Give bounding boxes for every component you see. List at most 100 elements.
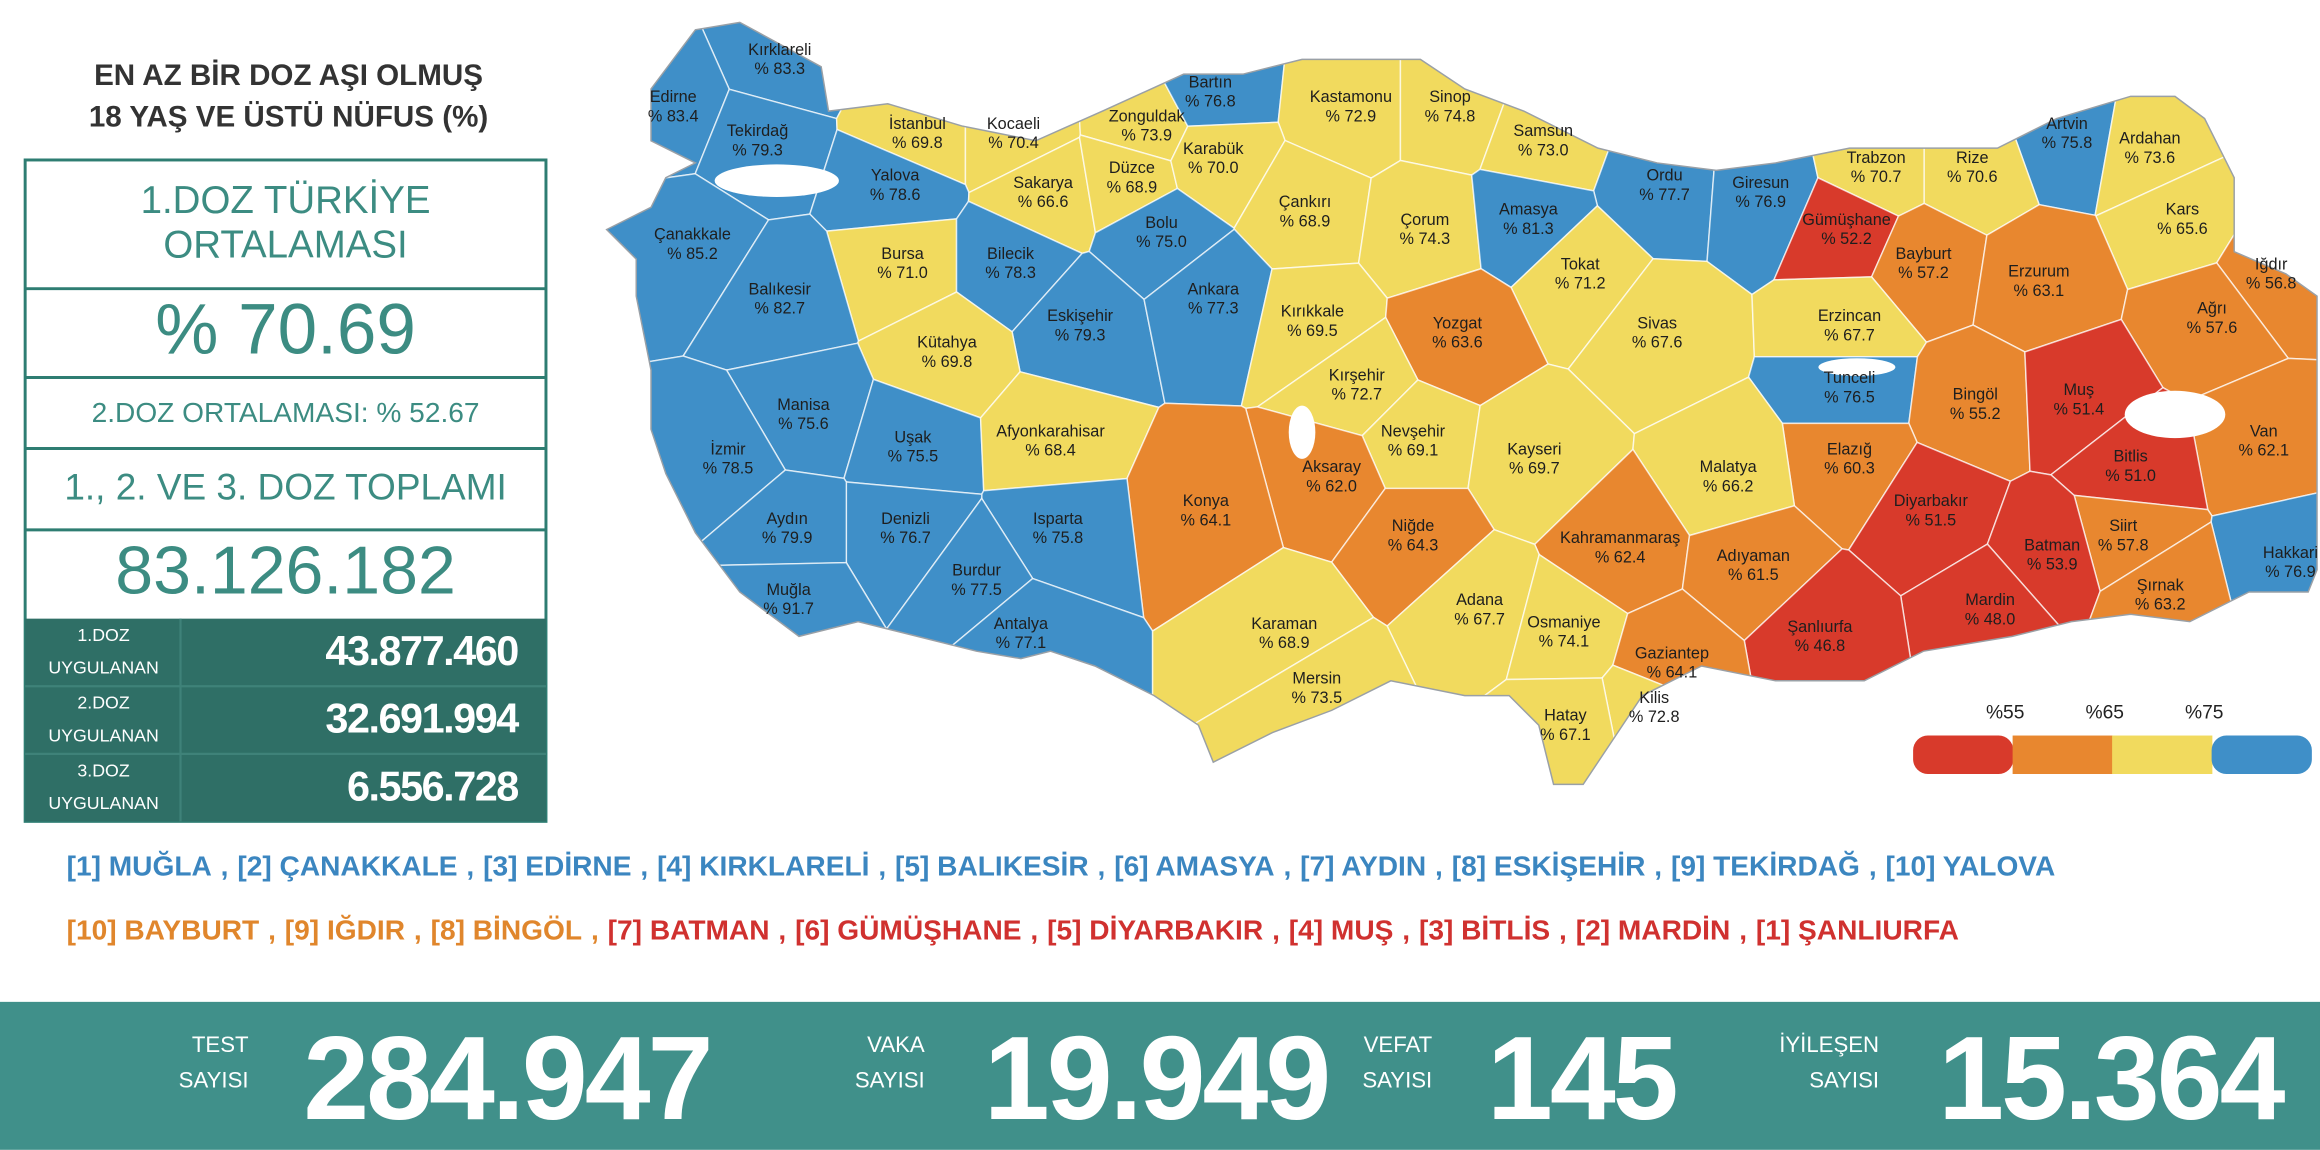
province-value: % 51.5 xyxy=(1906,511,1957,529)
ranking-item: [2] MARDİN xyxy=(1576,915,1731,946)
province-value: % 53.9 xyxy=(2027,556,2078,574)
province-value: % 64.3 xyxy=(1388,536,1439,554)
ranking-item: [6] GÜMÜŞHANE xyxy=(795,915,1021,946)
ranking-item: [1] MUĞLA xyxy=(67,851,212,882)
province-name: Çorum xyxy=(1400,211,1449,229)
province-value: % 63.6 xyxy=(1432,334,1483,352)
ranking-item: [7] BATMAN xyxy=(608,915,770,946)
province-value: % 68.4 xyxy=(1025,442,1076,460)
province-value: % 78.3 xyxy=(985,264,1036,282)
province-name: Zonguldak xyxy=(1109,107,1186,125)
province-name: Malatya xyxy=(1700,458,1758,476)
separator: , xyxy=(1559,915,1567,946)
province-value: % 76.8 xyxy=(1185,93,1236,111)
province-name: Muş xyxy=(2063,381,2094,399)
province-name: Kilis xyxy=(1639,689,1669,707)
separator: , xyxy=(221,851,229,882)
province-name: Kırşehir xyxy=(1329,366,1386,384)
province-name: Kastamonu xyxy=(1310,88,1392,106)
legend-label: %75 xyxy=(2185,702,2223,723)
province-value: % 76.9 xyxy=(1735,193,1786,211)
province-name: Bayburt xyxy=(1895,245,1952,263)
dose-label: UYGULANAN xyxy=(48,725,158,745)
province-name: Mersin xyxy=(1292,670,1341,688)
province-value: % 62.4 xyxy=(1595,548,1646,566)
stat-label: SAYISI xyxy=(1809,1068,1879,1093)
stat-label: SAYISI xyxy=(1362,1068,1432,1093)
province-name: Yozgat xyxy=(1433,315,1483,333)
province-value: % 72.7 xyxy=(1331,386,1382,404)
dose-value: 43.877.460 xyxy=(325,628,518,674)
province-name: Sivas xyxy=(1637,315,1677,333)
province-value: % 77.1 xyxy=(996,634,1047,652)
province-value: % 55.2 xyxy=(1950,405,2001,423)
province-name: Çankırı xyxy=(1279,193,1331,211)
province-name: Antalya xyxy=(994,615,1049,633)
province-value: % 57.2 xyxy=(1898,264,1949,282)
legend-label: %55 xyxy=(1986,702,2024,723)
province-value: % 62.0 xyxy=(1306,477,1357,495)
total-label: 1., 2. VE 3. DOZ TOPLAMI xyxy=(64,467,506,508)
province-value: % 70.7 xyxy=(1851,168,1902,186)
province-value: % 75.5 xyxy=(888,448,939,466)
separator: , xyxy=(1869,851,1877,882)
province-name: İstanbul xyxy=(889,114,946,133)
top-ranking: [1] MUĞLA, [2] ÇANAKKALE, [3] EDİRNE, [4] K… xyxy=(67,851,2056,882)
province-value: % 68.9 xyxy=(1107,178,1158,196)
province-value: % 77.3 xyxy=(1188,300,1239,318)
province-value: % 79.3 xyxy=(1055,326,1106,344)
province-value: % 70.0 xyxy=(1188,159,1239,177)
province-name: Edirne xyxy=(650,88,697,106)
separator: , xyxy=(1272,915,1280,946)
ranking-item: [7] AYDIN xyxy=(1300,851,1426,882)
stat-label: İYİLEŞEN xyxy=(1779,1032,1879,1057)
province-value: % 48.0 xyxy=(1965,610,2016,628)
province-value: % 76.7 xyxy=(880,529,931,547)
ranking-item: [5] BALIKESİR xyxy=(895,851,1089,882)
province-value: % 69.5 xyxy=(1287,322,1338,340)
total-value: 83.126.182 xyxy=(115,533,456,609)
province-value: % 81.3 xyxy=(1503,220,1554,238)
province-name: Siirt xyxy=(2109,517,2137,535)
van-lake xyxy=(2124,390,2226,439)
stat-label: SAYISI xyxy=(179,1068,249,1093)
footer-stats: TEST SAYISI 284.947 VAKA SAYISI 19.949 VEFAT SA… xyxy=(179,1013,2289,1145)
province-value: % 65.6 xyxy=(2157,220,2208,238)
ranking-item: [6] AMASYA xyxy=(1114,851,1274,882)
province-value: % 91.7 xyxy=(763,600,814,618)
stat-label: VEFAT xyxy=(1364,1032,1433,1057)
ranking-item: [2] ÇANAKKALE xyxy=(237,851,457,882)
province-name: Isparta xyxy=(1033,510,1084,528)
avg-label: 1.DOZ TÜRKİYE xyxy=(141,179,431,222)
dose-label: 2.DOZ xyxy=(77,693,129,713)
province-name: Gümüşhane xyxy=(1802,211,1891,229)
legend-segment xyxy=(2112,735,2213,775)
province-value: % 51.4 xyxy=(2054,400,2105,418)
province-value: % 69.8 xyxy=(922,353,973,371)
province-name: Karabük xyxy=(1183,140,1244,158)
province-name: Artvin xyxy=(2046,115,2088,133)
province-name: Samsun xyxy=(1513,122,1573,140)
separator: , xyxy=(1435,851,1443,882)
separator: , xyxy=(640,851,648,882)
separator: , xyxy=(414,915,422,946)
province-value: % 69.8 xyxy=(892,134,943,152)
province-name: Ağrı xyxy=(2197,300,2227,318)
ranking-item: [8] BİNGÖL xyxy=(431,915,582,946)
panel-title: EN AZ BİR DOZ AŞI OLMUŞ xyxy=(94,59,483,92)
province-name: Manisa xyxy=(777,396,830,414)
province-value: % 51.0 xyxy=(2105,467,2156,485)
province-name: Adıyaman xyxy=(1717,547,1790,565)
province-value: % 66.6 xyxy=(1018,193,1069,211)
province-name: Nevşehir xyxy=(1381,423,1446,441)
province-value: % 61.5 xyxy=(1728,566,1779,584)
province-name: Kayseri xyxy=(1507,440,1561,458)
province-name: Bingöl xyxy=(1953,386,1998,404)
stat-label: TEST xyxy=(192,1032,249,1057)
province-name: Van xyxy=(2250,423,2278,441)
province-value: % 63.1 xyxy=(2014,282,2065,300)
province-name: İzmir xyxy=(710,439,746,458)
stat-value: 19.949 xyxy=(984,1013,1328,1145)
tuz-lake xyxy=(1288,405,1316,459)
